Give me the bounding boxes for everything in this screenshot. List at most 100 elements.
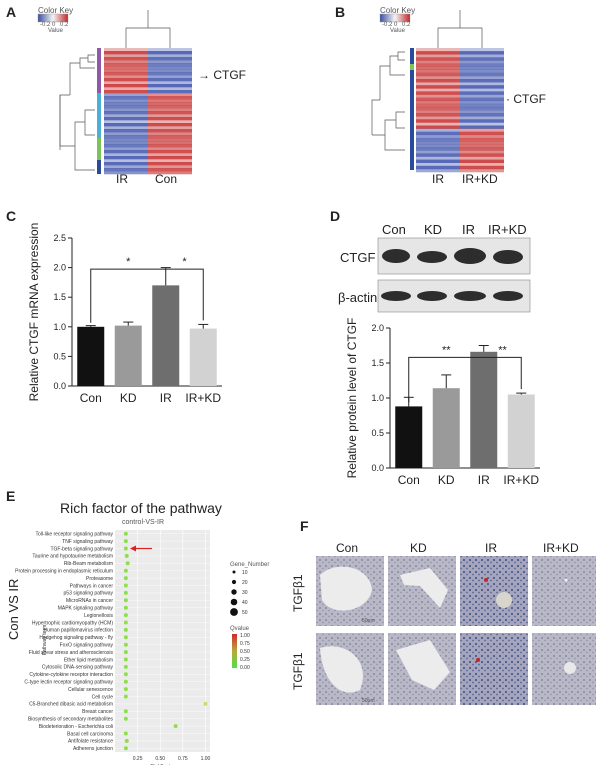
pathway-dot bbox=[123, 687, 128, 692]
gene-number-legend-dot bbox=[230, 608, 238, 616]
pathway-term-label: Breast cancer bbox=[82, 709, 113, 715]
histology-row-1: TGFβ1 bbox=[291, 574, 305, 612]
panel-label-b: B bbox=[335, 4, 346, 20]
pathway-dot bbox=[123, 598, 128, 603]
chart-d-x-label: Con bbox=[398, 473, 420, 487]
panel-label-c: C bbox=[6, 208, 17, 224]
histology-col-kd: KD bbox=[410, 541, 427, 555]
chart-d-bar bbox=[432, 388, 460, 468]
chart-c-sig-label: * bbox=[182, 256, 187, 268]
color-key-b-title: Color Key bbox=[380, 6, 416, 15]
gene-number-legend-label: 50 bbox=[242, 610, 248, 616]
pathway-dot bbox=[124, 738, 129, 743]
pathway-dot bbox=[123, 620, 128, 625]
chart-c-x-label: IR bbox=[160, 391, 172, 405]
pathway-term-label: Ether lipid metabolism bbox=[64, 657, 113, 663]
pathway-term-label: FoxO signaling pathway bbox=[60, 643, 114, 649]
pathway-dot bbox=[125, 561, 130, 566]
pathway-term-label: Pathways in cancer bbox=[70, 583, 114, 589]
blot-label-actin: β-actin bbox=[338, 290, 378, 305]
pathway-plot-area bbox=[115, 530, 210, 752]
qvalue-legend-bar bbox=[232, 634, 237, 668]
blot-lane-kd: KD bbox=[424, 222, 443, 237]
histology-col-con: Con bbox=[336, 541, 359, 555]
chart-c-x-label: IR+KD bbox=[185, 391, 221, 405]
pathway-dot bbox=[123, 716, 128, 721]
pathway-dot bbox=[203, 701, 208, 706]
pathway-dot bbox=[123, 650, 128, 655]
gene-number-legend-dot bbox=[231, 589, 237, 595]
pathway-term-label: Cellular senescence bbox=[68, 687, 113, 693]
color-key-a-tick-2: 0 bbox=[52, 22, 56, 28]
histology-row-2: TGFβ1 bbox=[291, 652, 305, 690]
heatmap-a-col-ir: IR bbox=[116, 172, 128, 186]
blot-lane-ir: IR bbox=[462, 222, 475, 237]
pathway-dot bbox=[173, 724, 178, 729]
pathway-dot bbox=[123, 539, 128, 544]
pathway-dot bbox=[123, 583, 128, 588]
blot-lane-con: Con bbox=[382, 222, 406, 237]
pathway-term-label: MAPK signaling pathway bbox=[58, 606, 114, 612]
color-key-b-tick-2: 0 bbox=[394, 22, 398, 28]
chart-d-bar bbox=[395, 406, 423, 468]
pathway-term-label: Antifolate resistance bbox=[68, 739, 113, 745]
pathway-chart-subtitle: control-VS-IR bbox=[122, 519, 165, 526]
highlight-arrow-head bbox=[130, 545, 136, 552]
chart-c-bar bbox=[152, 285, 180, 386]
chart-c-bar bbox=[114, 325, 142, 386]
pathway-dot bbox=[124, 553, 129, 558]
pathway-term-label: C5-Branched dibasic acid metabolism bbox=[29, 702, 113, 708]
pathway-dot bbox=[123, 709, 128, 714]
chart-c-x-label: KD bbox=[120, 391, 137, 405]
histology-col-ir: IR bbox=[485, 541, 497, 555]
pathway-term-label: MicroRNAs in cancer bbox=[66, 598, 113, 604]
pathway-x-tick-label: 0.75 bbox=[178, 756, 188, 762]
pathway-term-label: Fluid shear stress and atherosclerosis bbox=[29, 650, 114, 656]
scale-bar-1: 50μm bbox=[362, 618, 375, 624]
chart-d-y-tick-label: 0.5 bbox=[371, 428, 384, 438]
pathway-dot bbox=[123, 627, 128, 632]
color-key-a-tick-3: 0.2 bbox=[60, 22, 69, 28]
blot-label-ctgf: CTGF bbox=[340, 250, 376, 265]
pathway-dot bbox=[123, 635, 128, 640]
qvalue-legend-label: 0.75 bbox=[240, 641, 250, 647]
chart-d-sig-bracket bbox=[408, 356, 484, 403]
gene-number-legend-label: 30 bbox=[242, 590, 248, 596]
pathway-y-label: Pathway term bbox=[42, 625, 48, 656]
chart-d-x-label: IR+KD bbox=[503, 473, 539, 487]
pathway-term-label: p53 signaling pathway bbox=[64, 591, 114, 597]
pathway-term-label: Proteasome bbox=[86, 576, 113, 582]
pathway-term-label: Hedgehog signaling pathway - fly bbox=[39, 635, 113, 641]
pathway-dot bbox=[123, 664, 128, 669]
chart-c-sig-bracket bbox=[90, 268, 166, 323]
pathway-dot bbox=[123, 672, 128, 677]
chart-d-bar bbox=[507, 394, 535, 468]
pathway-term-label: Cytosolic DNA-sensing pathway bbox=[42, 665, 114, 671]
heatmap-b-col-ir: IR bbox=[432, 172, 444, 186]
heatmap-a-col-con: Con bbox=[155, 172, 178, 186]
chart-d-y-tick-label: 0.0 bbox=[371, 463, 384, 473]
pathway-term-label: Cell cycle bbox=[92, 694, 114, 700]
heatmap-b-col-irkd: IR+KD bbox=[462, 172, 498, 186]
pathway-dot bbox=[123, 568, 128, 573]
pathway-term-label: Hypertrophic cardiomyopathy (HCM) bbox=[32, 620, 113, 626]
chart-c-y-tick-label: 1.5 bbox=[53, 292, 66, 302]
qvalue-legend-title: Qvalue bbox=[230, 626, 250, 632]
gene-number-legend-dot bbox=[231, 579, 237, 585]
chart-c-y-tick-label: 2.5 bbox=[53, 233, 66, 243]
chart-d-x-label: IR bbox=[478, 473, 490, 487]
chart-d-sig-label: ** bbox=[442, 344, 451, 356]
pathway-dot bbox=[123, 731, 128, 736]
pathway-term-label: Human papillomavirus infection bbox=[44, 628, 114, 634]
chart-d-y-tick-label: 2.0 bbox=[371, 323, 384, 333]
gene-number-legend-title: Gene_Number bbox=[230, 562, 270, 568]
gene-number-legend-label: 20 bbox=[242, 580, 248, 586]
chart-c-sig-label: * bbox=[126, 256, 131, 268]
pathway-term-label: Legionellosis bbox=[84, 613, 113, 619]
chart-c-y-tick-label: 1.0 bbox=[53, 322, 66, 332]
qvalue-legend-label: 0.00 bbox=[240, 665, 250, 671]
panel-label-a: A bbox=[6, 4, 17, 20]
chart-c-y-label: Relative CTGF mRNA expression bbox=[27, 223, 41, 402]
